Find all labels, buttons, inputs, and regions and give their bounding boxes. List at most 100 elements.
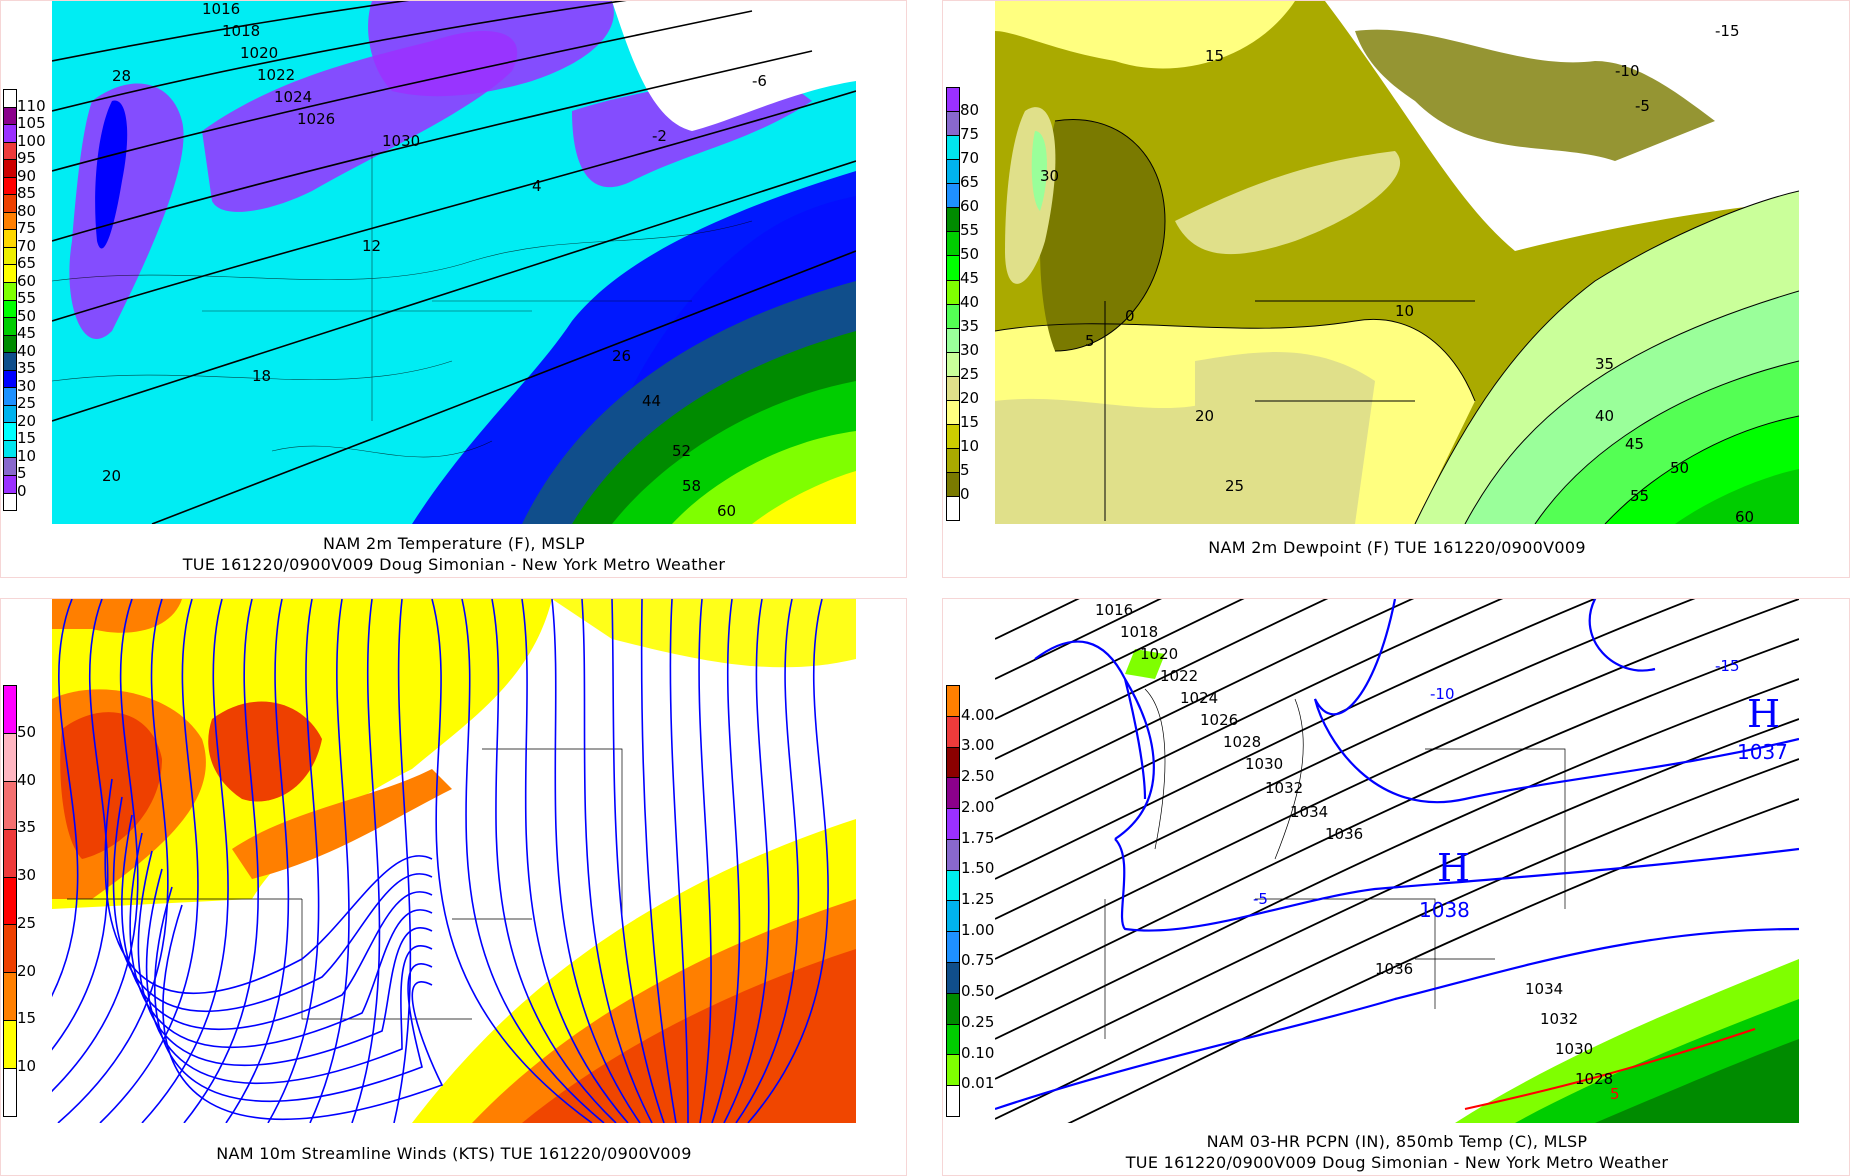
colorbar-swatch [4,686,16,734]
colorbar-label: 100 [17,131,46,150]
isobar-label: 1030 [382,132,420,150]
isobar-label: 1020 [1140,645,1178,663]
streamline [57,599,169,1123]
isotherm-label: -10 [1430,685,1455,703]
temp-label: 28 [112,67,131,85]
colorbar-swatch [4,423,16,441]
streamline [137,850,433,1066]
temp-label: 52 [672,442,691,460]
precip-map[interactable]: 1016 1018 1020 1022 1024 1026 1028 1030 1032 1034… [995,599,1799,1123]
colorbar-swatch [947,160,959,185]
dewpoint-label: 5 [1085,332,1095,350]
precip-panel: 4.00 3.00 2.50 2.00 1.75 1.50 1.25 1.00 0.75 0.50… [942,598,1850,1176]
temperature-panel: 110 105 100 95 90 85 80 75 70 65 60 55 50 45 40 35 30 25 2… [0,0,907,578]
wind-colorbar-labels: 50 40 35 30 25 20 15 10 [17,685,53,1115]
streamline [747,599,829,1123]
colorbar-swatch [947,963,959,994]
isobar [995,599,1162,680]
colorbar-swatch [947,400,959,425]
streamline [145,868,433,1085]
temp-label: 58 [682,477,701,495]
colorbar-label: 80 [17,201,37,220]
colorbar-swatch [4,142,16,161]
streamline [698,599,712,1123]
streamline [141,599,229,1123]
colorbar-swatch [4,212,16,231]
temp-label: 20 [102,467,121,485]
isobar [995,678,1799,1040]
isobar-label: 1024 [1180,689,1218,707]
isobar-label: 1018 [222,22,260,40]
temperature-colorbar [3,89,17,511]
isotherm-label: -15 [1715,657,1740,675]
colorbar-label: 50 [17,306,37,325]
colorbar-swatch [4,388,16,406]
colorbar-swatch [947,901,959,933]
isobar-label: 1022 [257,66,295,84]
isobar-label: 1026 [1200,711,1238,729]
colorbar-swatch [947,870,959,902]
streamline [225,599,290,1123]
temperature-map[interactable]: 1016 1018 1020 1022 1024 1026 1030 28 18… [52,1,856,524]
colorbar-swatch [4,440,16,459]
colorbar-label: 70 [17,236,37,255]
colorbar-label: 35 [17,818,37,837]
colorbar-swatch [947,280,959,305]
dewpoint-map[interactable]: 15 20 25 30 10 5 0 -5 -10 -15 35 40 45 5… [995,1,1799,524]
colorbar-label: 0 [960,485,970,503]
colorbar-label: 50 [17,722,37,741]
colorbar-swatch [4,733,16,782]
temp-label: 4 [532,177,542,195]
colorbar-label: 55 [960,221,980,239]
colorbar-swatch [4,318,16,336]
colorbar-swatch [4,107,16,126]
dewpoint-label: -15 [1715,22,1740,40]
isobar [995,718,1799,1080]
temp-label: 18 [252,367,271,385]
isobar [995,758,1799,1120]
high-pressure-value: 1037 [1737,740,1788,764]
dewpoint-label: 55 [1630,487,1649,505]
colorbar-swatch [947,932,959,964]
colorbar-label: 50 [960,245,980,263]
colorbar-label: 95 [17,149,37,167]
colorbar-label: 45 [960,269,980,287]
precip-caption-run: TUE 161220/0900V009 Doug Simonian - New … [1125,1153,1669,1172]
streamline-map[interactable] [52,599,856,1123]
streamline [52,599,109,1051]
colorbar-label: 0 [17,481,27,500]
temp-label: 26 [612,347,631,365]
isobar [995,599,1504,840]
dewpoint-label: 0 [1125,307,1135,325]
colorbar-swatch [947,1086,959,1116]
colorbar-label: 0.50 [961,982,995,1001]
streamline [393,599,412,1123]
streamline [121,814,433,1030]
temp-label: 12 [362,237,381,255]
isobar [995,599,1245,720]
temp-label: 60 [717,502,736,520]
colorbar-label: 4.00 [961,705,995,724]
colorbar-label: 15 [17,429,37,447]
streamline [129,832,433,1048]
colorbar-swatch [4,1021,16,1070]
temperature-caption-title: NAM 2m Temperature (F), MSLP [323,534,585,553]
streamline [431,599,593,1123]
colorbar-label: 0.01 [961,1074,995,1093]
colorbar-swatch [4,160,16,178]
colorbar-label: 105 [17,114,46,132]
precip-caption-title: NAM 03-HR PCPN (IN), 850mb Temp (C), MLS… [1206,1132,1588,1151]
precip-colorbar-labels: 4.00 3.00 2.50 2.00 1.75 1.50 1.25 1.00 0.75 0.50… [961,685,1001,1115]
colorbar-swatch [4,177,16,196]
colorbar-label: 60 [17,271,37,290]
colorbar-swatch [4,247,16,266]
isobar-label: 1020 [240,44,278,62]
temp-label: 44 [642,392,661,410]
isobar-label: 1032 [1540,1010,1578,1028]
dewpoint-label: 25 [1225,477,1244,495]
streamline [461,599,605,1123]
colorbar-swatch [4,90,16,108]
colorbar-label: 30 [17,376,37,395]
colorbar-label: 85 [17,184,37,202]
streamline-caption: NAM 10m Streamline Winds (KTS) TUE 16122… [216,1144,692,1163]
